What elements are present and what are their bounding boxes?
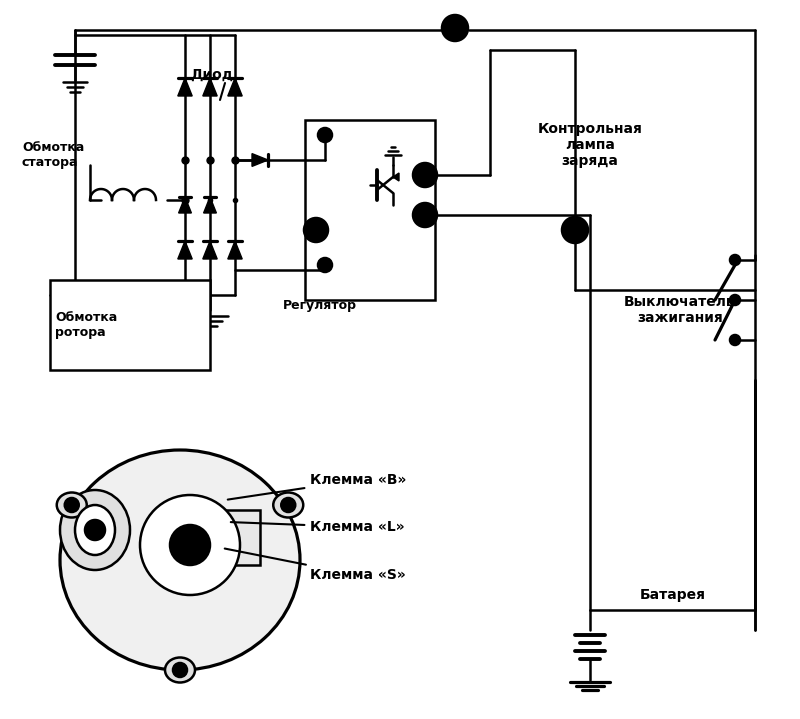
Text: B: B [450, 22, 460, 35]
Circle shape [170, 525, 210, 565]
Circle shape [318, 128, 332, 142]
Circle shape [182, 537, 198, 553]
Polygon shape [393, 173, 399, 181]
Text: Контрольная
лампа
заряда: Контрольная лампа заряда [538, 122, 642, 168]
Ellipse shape [75, 505, 115, 555]
Ellipse shape [165, 657, 195, 682]
Ellipse shape [57, 493, 86, 518]
Text: Клемма «B»: Клемма «B» [228, 473, 406, 500]
Polygon shape [203, 241, 218, 259]
Text: L: L [422, 170, 429, 180]
Text: Регулятор: Регулятор [283, 298, 357, 311]
Polygon shape [228, 241, 242, 259]
Polygon shape [178, 241, 192, 259]
Polygon shape [178, 197, 191, 213]
Circle shape [730, 255, 740, 265]
Circle shape [730, 335, 740, 345]
Ellipse shape [60, 450, 300, 670]
Circle shape [730, 295, 740, 305]
Polygon shape [203, 78, 218, 96]
Bar [50, 280, 210, 370]
Circle shape [173, 663, 187, 677]
Circle shape [562, 217, 588, 243]
Text: Клемма «S»: Клемма «S» [225, 549, 406, 582]
Text: Выключатель
зажигания: Выключатель зажигания [624, 295, 736, 325]
Text: Батарея: Батарея [640, 588, 706, 602]
Polygon shape [203, 197, 216, 213]
Circle shape [318, 258, 332, 272]
Text: E: E [312, 225, 320, 235]
Circle shape [65, 498, 78, 512]
Text: S: S [421, 210, 429, 220]
Polygon shape [228, 78, 242, 96]
Bar [195, 510, 260, 565]
Polygon shape [252, 154, 268, 166]
Ellipse shape [60, 490, 130, 570]
Text: Диод: Диод [190, 68, 233, 82]
Circle shape [282, 498, 295, 512]
Text: Обмотка
ротора: Обмотка ротора [55, 311, 118, 339]
Ellipse shape [274, 493, 303, 518]
Circle shape [413, 203, 437, 227]
Bar [305, 120, 435, 300]
Polygon shape [178, 78, 192, 96]
Circle shape [140, 495, 240, 595]
Circle shape [304, 218, 328, 242]
Circle shape [85, 520, 105, 540]
Circle shape [413, 163, 437, 187]
Text: Обмотка
статора: Обмотка статора [22, 141, 84, 169]
Text: Клемма «L»: Клемма «L» [230, 520, 405, 534]
Circle shape [442, 15, 468, 41]
